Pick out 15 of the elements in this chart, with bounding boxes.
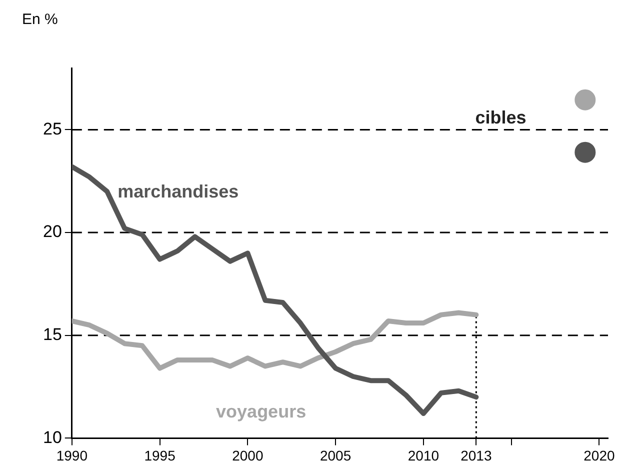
x-tick-label: 2010: [408, 447, 440, 464]
annotation: cibles: [475, 108, 526, 128]
x-tick-label: 2005: [320, 447, 352, 464]
y-tick-label: 20: [42, 222, 62, 242]
series-label: voyageurs: [216, 402, 306, 422]
y-tick-label: 25: [42, 119, 62, 138]
x-tick-label: 2013: [460, 447, 492, 464]
x-tick-label: 2000: [232, 447, 264, 464]
x-tick-label: 1995: [144, 447, 176, 464]
y-tick-label: 10: [42, 428, 62, 447]
y-tick-label: 15: [42, 325, 62, 344]
x-tick-label: 2020: [584, 447, 615, 464]
y-axis-title: En %: [22, 11, 58, 28]
x-tick-label: 1990: [56, 447, 88, 464]
series-label: marchandises: [118, 182, 239, 202]
